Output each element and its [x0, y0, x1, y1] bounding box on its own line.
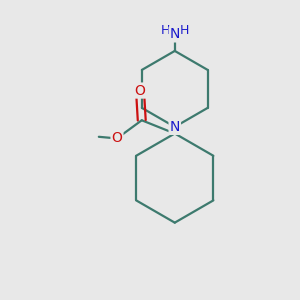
Text: H: H — [161, 24, 170, 37]
Text: N: N — [169, 120, 180, 134]
Text: O: O — [135, 84, 146, 98]
Text: O: O — [112, 131, 122, 146]
Text: H: H — [179, 24, 189, 37]
Text: N: N — [169, 27, 180, 41]
